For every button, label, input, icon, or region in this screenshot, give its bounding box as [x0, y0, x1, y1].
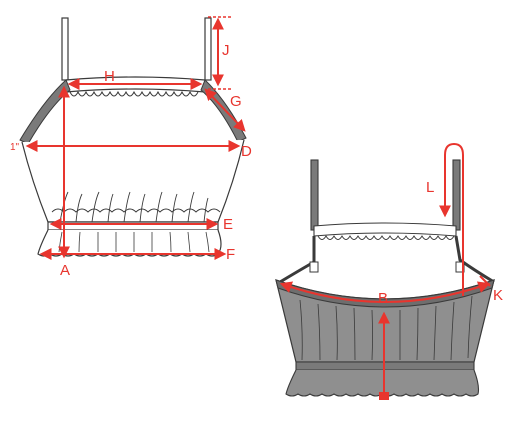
back-measurements: [279, 142, 491, 400]
back-inner-ruffle: [317, 235, 455, 240]
label-D: D: [241, 143, 252, 160]
label-H: H: [104, 68, 115, 85]
measure-line-K: [479, 275, 491, 287]
front-smocking: [51, 191, 221, 223]
label-B: B: [378, 290, 388, 307]
front-left-armhole-binding: [19, 79, 71, 145]
measure-line-G: [204, 88, 246, 132]
back-left-strap: [310, 159, 319, 231]
measure-line-L: [439, 142, 464, 296]
front-left-strap: [61, 17, 69, 81]
front-measurements: [25, 16, 246, 260]
front-neck-ruffle: [69, 90, 199, 97]
back-right-strap: [452, 159, 461, 231]
front-view: H J G 1" D E F A: [10, 16, 252, 279]
back-smocking: [299, 295, 473, 361]
label-K: K: [493, 287, 503, 304]
front-right-strap: [204, 17, 212, 81]
label-one-inch: 1": [10, 142, 20, 153]
label-L: L: [426, 179, 434, 196]
back-inner-front-binding: [313, 222, 457, 237]
label-A: A: [60, 262, 70, 279]
front-peplum: [37, 229, 222, 257]
label-F: F: [226, 246, 235, 263]
label-E: E: [223, 216, 233, 233]
label-G: G: [230, 93, 242, 110]
label-J: J: [222, 42, 230, 59]
back-view: B K L: [275, 142, 503, 400]
back-left-slider: [309, 261, 319, 273]
